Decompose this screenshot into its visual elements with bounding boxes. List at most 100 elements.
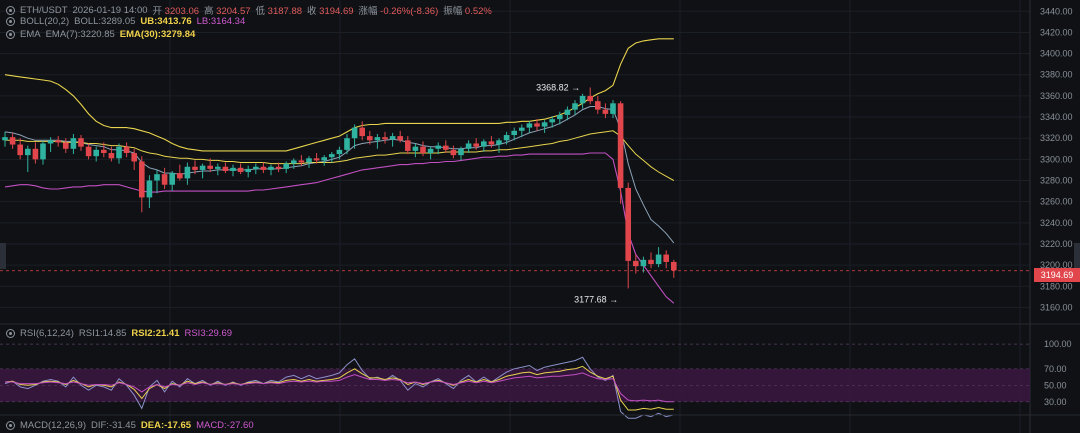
eye-icon[interactable] xyxy=(6,329,15,338)
candle-body xyxy=(146,180,153,198)
candle-body xyxy=(602,109,609,114)
price-axis-label: 3340.00 xyxy=(1040,112,1073,122)
candle-body xyxy=(85,146,92,157)
high-annotation: 3368.82 → xyxy=(536,82,580,92)
price-axis-label: 3380.00 xyxy=(1040,70,1073,80)
candle-body xyxy=(367,136,373,141)
candle-body xyxy=(298,160,305,163)
candle-body xyxy=(397,136,403,141)
candle-body xyxy=(55,140,61,143)
price-axis-label: 3300.00 xyxy=(1040,154,1073,164)
candle-body xyxy=(123,146,130,154)
candle-body xyxy=(579,95,586,104)
candle-body xyxy=(519,127,525,131)
candle-body xyxy=(192,166,198,170)
candle-body xyxy=(169,173,175,185)
candle-body xyxy=(344,138,350,150)
candle-body xyxy=(283,163,289,169)
candle-body xyxy=(511,130,517,136)
candle-body xyxy=(420,146,426,154)
candle-body xyxy=(275,166,282,169)
candle-body xyxy=(587,95,593,102)
candle-body xyxy=(306,158,312,163)
candle-body xyxy=(336,149,343,155)
candle-body xyxy=(313,158,320,161)
candle-body xyxy=(450,149,457,156)
ohlc-legend: ETH/USDT 2026-01-19 14:00 开 3203.06 高 32… xyxy=(6,3,492,17)
candle-body xyxy=(268,166,274,170)
candle-body xyxy=(291,160,297,164)
candle-body xyxy=(572,103,578,110)
ema30-line xyxy=(5,130,675,181)
candle-body xyxy=(359,127,365,137)
candle-body xyxy=(40,143,46,160)
price-axis-label: 3240.00 xyxy=(1040,218,1073,228)
low-annotation: 3177.68 → xyxy=(574,294,618,304)
candle-body xyxy=(245,168,251,173)
candle-body xyxy=(177,173,183,179)
candle-body xyxy=(32,148,39,160)
candle-body xyxy=(207,165,213,169)
candle-body xyxy=(496,140,502,145)
candle-body xyxy=(427,148,434,154)
candle-body xyxy=(108,153,115,159)
right-scroll-handle[interactable] xyxy=(1074,243,1080,269)
price-axis-label: 3260.00 xyxy=(1040,197,1073,207)
candle-body xyxy=(389,136,396,140)
price-axis-label: 3420.00 xyxy=(1040,27,1073,37)
boll-upper-band xyxy=(4,38,674,152)
candle-body xyxy=(671,261,677,271)
candle-body xyxy=(617,103,624,188)
candle-body xyxy=(17,144,23,156)
candle-body xyxy=(595,101,601,110)
candle-body xyxy=(199,165,206,170)
eye-icon[interactable] xyxy=(6,421,15,430)
candle-body xyxy=(488,141,495,145)
candle-body xyxy=(78,138,84,147)
boll-legend: BOLL(20,2) BOLL:3289.05 UB:3413.76 LB:31… xyxy=(6,16,245,27)
open-value: 3203.06 xyxy=(164,6,200,17)
candle-body xyxy=(655,254,662,265)
left-scroll-handle[interactable] xyxy=(0,243,6,269)
candle-body xyxy=(47,140,54,144)
candle-body xyxy=(161,174,168,185)
candle-body xyxy=(640,259,647,267)
candle-body xyxy=(564,109,571,115)
candle-body xyxy=(458,148,464,156)
candle-body xyxy=(557,114,563,120)
candle-body xyxy=(541,122,548,127)
candle-body xyxy=(230,167,236,171)
candle-body xyxy=(633,260,639,267)
price-axis-label: 3200.00 xyxy=(1040,260,1073,270)
candle-body xyxy=(465,143,472,149)
candle-body xyxy=(101,149,107,154)
candle-body xyxy=(70,138,77,149)
candle-body xyxy=(625,187,631,261)
macd-legend: MACD(12,26,9) DIF:-31.45 DEA:-17.65 MACD… xyxy=(6,420,254,431)
candle-body xyxy=(329,154,335,158)
low-value: 3187.88 xyxy=(267,6,303,17)
price-axis-label: 3280.00 xyxy=(1040,176,1073,186)
rsi-axis-label: 70.00 xyxy=(1044,364,1067,374)
last-price-tag: 3194.69 xyxy=(1034,268,1080,282)
eye-icon[interactable] xyxy=(6,30,15,39)
candle-body xyxy=(382,137,388,140)
candle-body xyxy=(351,127,358,139)
boll-lower-band xyxy=(4,152,675,304)
rsi-legend: RSI(6,12,24) RSI1:14.85 RSI2:21.41 RSI3:… xyxy=(6,328,232,339)
high-value: 3204.57 xyxy=(216,6,251,17)
candle-body xyxy=(663,254,669,262)
candle-body xyxy=(93,149,99,157)
candle-body xyxy=(253,166,259,169)
settings-icon[interactable] xyxy=(6,5,15,15)
amplitude-value: 0.52% xyxy=(464,6,492,17)
candle-body xyxy=(116,146,122,159)
candle-body xyxy=(648,259,654,265)
eye-icon[interactable] xyxy=(6,17,15,26)
price-axis-label: 3440.00 xyxy=(1040,6,1073,16)
candle-body xyxy=(260,166,267,170)
price-axis-label: 3400.00 xyxy=(1040,49,1073,59)
candle-body xyxy=(139,161,145,198)
candle-body xyxy=(237,167,244,173)
